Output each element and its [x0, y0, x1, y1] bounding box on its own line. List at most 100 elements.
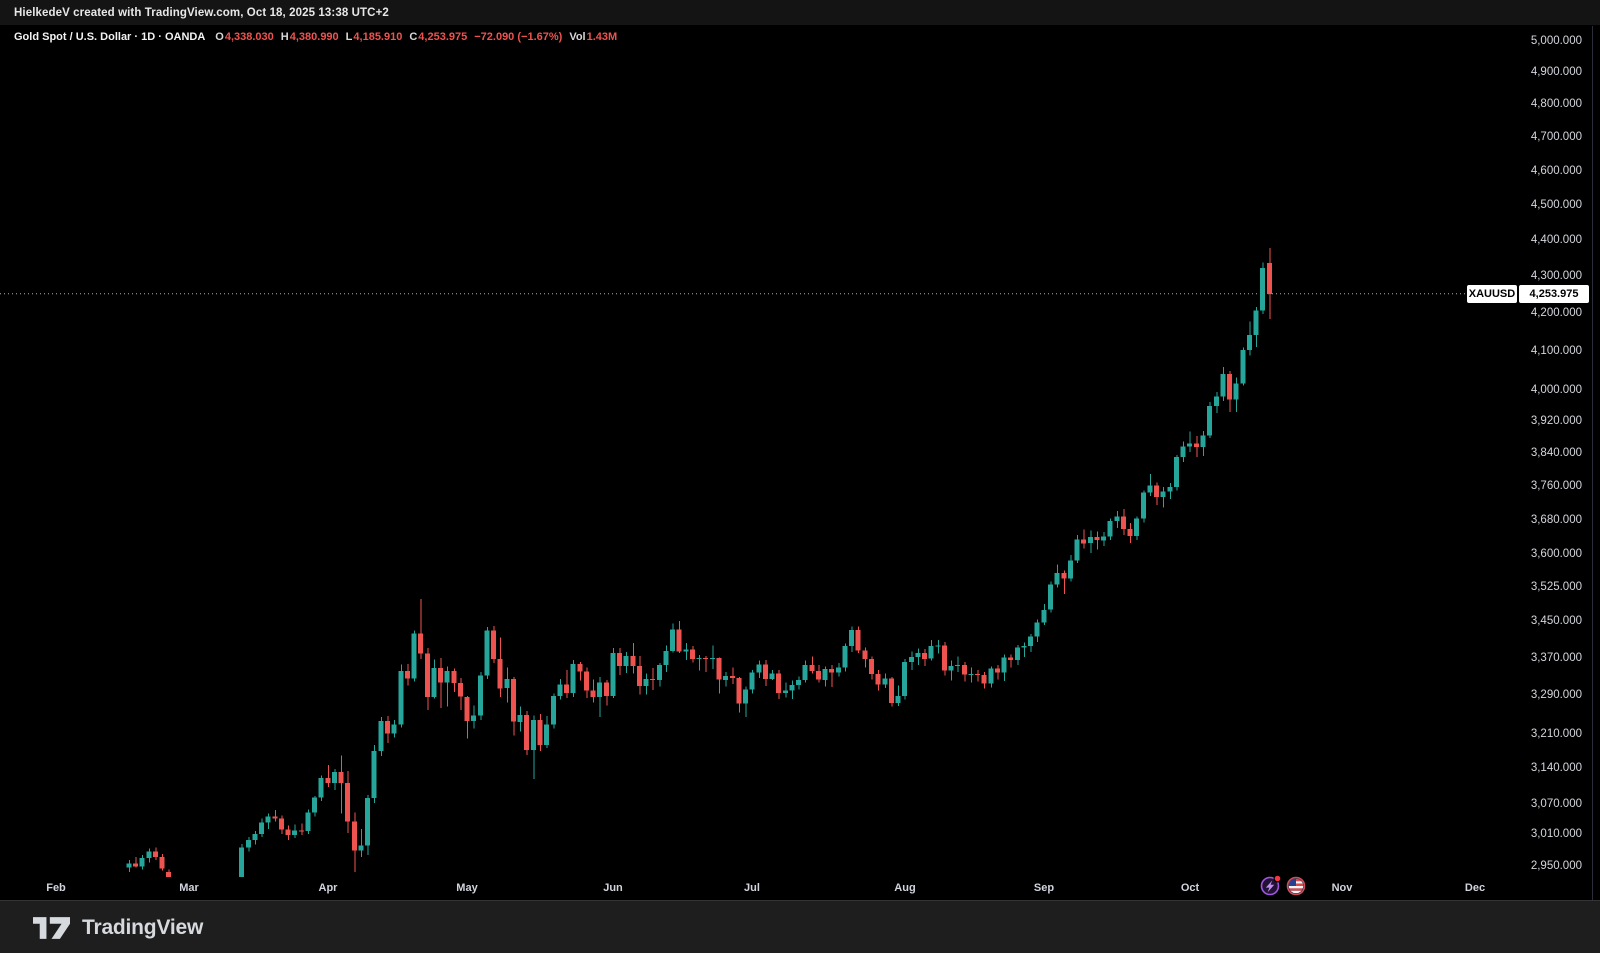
tradingview-logo-text[interactable]: TradingView — [82, 915, 204, 939]
price-tick-label: 3,290.000 — [1530, 689, 1582, 701]
candle-body — [643, 678, 649, 686]
candle-body — [915, 653, 921, 657]
candle-body — [152, 851, 158, 857]
candle-body — [298, 830, 304, 832]
candle-body — [1048, 584, 1053, 610]
candle-body — [696, 658, 702, 660]
candle-body — [1081, 539, 1087, 544]
candle-body — [199, 888, 204, 895]
price-tick-label: 4,100.000 — [1530, 345, 1582, 357]
candle-body — [617, 653, 622, 667]
price-tick-label: 3,680.000 — [1530, 514, 1582, 526]
candle-body — [676, 629, 682, 652]
month-tick-label: Nov — [1331, 882, 1353, 894]
price-tick-label: 4,500.000 — [1530, 199, 1582, 211]
tradingview-logo-icon[interactable] — [33, 916, 70, 939]
month-tick-label: Aug — [894, 882, 916, 894]
candle-body — [822, 669, 828, 680]
candle-body — [1067, 560, 1073, 579]
candle-body — [743, 689, 748, 704]
candle-body — [577, 663, 583, 672]
high-value: 4,380.990 — [289, 31, 339, 43]
candle-body — [491, 630, 497, 660]
month-tick-label: May — [456, 882, 478, 894]
price-tick-label: 3,070.000 — [1530, 798, 1582, 810]
candle-body — [583, 671, 589, 691]
candle-body — [1107, 521, 1113, 537]
candle-body — [431, 668, 437, 697]
candle-body — [338, 771, 344, 783]
candle-body — [1147, 485, 1153, 493]
attribution-text: HielkedeV created with TradingView.com, … — [14, 6, 389, 19]
candle-body — [941, 645, 947, 671]
symbol-title[interactable]: Gold Spot / U.S. Dollar · 1D · OANDA — [14, 31, 206, 43]
candle-body — [663, 650, 669, 666]
candle-body — [1207, 405, 1213, 436]
candle-body — [1200, 435, 1206, 448]
price-tick-label: 4,800.000 — [1530, 98, 1582, 110]
candle-body — [723, 676, 729, 680]
candle-body — [762, 664, 768, 679]
candle-body — [245, 840, 251, 848]
candle-body — [358, 845, 364, 851]
candle-body — [471, 715, 477, 721]
candle-body — [1260, 267, 1266, 311]
candle-body — [1034, 622, 1040, 637]
open-label: O — [215, 31, 224, 43]
candle-body — [332, 771, 337, 783]
candle-body — [623, 655, 629, 667]
candle-body — [219, 889, 224, 896]
us-flag-event-icon[interactable] — [1286, 876, 1306, 896]
candle-body — [802, 664, 808, 680]
symbol-legend[interactable]: Gold Spot / U.S. Dollar · 1D · OANDA O 4… — [14, 29, 617, 45]
candle-body — [272, 816, 278, 819]
candle-body — [378, 721, 384, 751]
volume-value: 1.43M — [586, 31, 618, 43]
candle-body — [690, 649, 695, 659]
candle-body — [318, 777, 324, 798]
price-tick-label: 3,370.000 — [1530, 652, 1582, 664]
candle-body — [736, 677, 742, 704]
close-value: 4,253.975 — [418, 31, 468, 43]
candle-body — [902, 662, 908, 696]
price-tick-label: 4,300.000 — [1530, 270, 1582, 282]
candle-body — [1213, 396, 1219, 406]
candle-body — [981, 675, 987, 684]
candle-body — [749, 672, 755, 690]
candle-body — [1187, 443, 1193, 447]
candle-body — [133, 863, 139, 867]
candle-body — [173, 885, 178, 899]
chart-pane[interactable]: Gold Spot / U.S. Dollar · 1D · OANDA O 4… — [0, 25, 1600, 900]
candle-body — [1134, 518, 1140, 536]
candle-body — [729, 676, 735, 678]
candle-body — [636, 666, 642, 686]
candle-body — [1054, 572, 1060, 585]
month-tick-label: Jul — [744, 882, 760, 894]
event-markers — [1260, 874, 1306, 896]
candle-body — [955, 665, 961, 667]
price-tick-label: 3,920.000 — [1530, 415, 1582, 427]
candle-body — [213, 889, 218, 890]
candle-body — [875, 674, 881, 685]
price-tick-label: 3,450.000 — [1530, 615, 1582, 627]
candle-body — [1154, 485, 1160, 497]
candle-body — [544, 724, 550, 746]
candle-body — [226, 888, 231, 896]
candle-body — [398, 670, 404, 725]
economic-event-lightning-icon[interactable] — [1260, 874, 1282, 896]
candlestick-canvas[interactable] — [0, 0, 1600, 902]
candle-body — [126, 863, 132, 868]
candle-body — [882, 678, 888, 685]
candle-body — [995, 668, 1000, 673]
candle-body — [564, 684, 569, 693]
candle-body — [312, 797, 318, 813]
candle-body — [961, 665, 967, 675]
candle-body — [259, 822, 264, 834]
candle-body — [948, 666, 954, 671]
candle-body — [1021, 645, 1027, 648]
price-tick-label: 3,210.000 — [1530, 728, 1582, 740]
candle-body — [477, 675, 483, 716]
candle-body — [1087, 537, 1093, 544]
price-tick-label: 3,140.000 — [1530, 762, 1582, 774]
price-tick-label: 5,000.000 — [1530, 35, 1582, 47]
